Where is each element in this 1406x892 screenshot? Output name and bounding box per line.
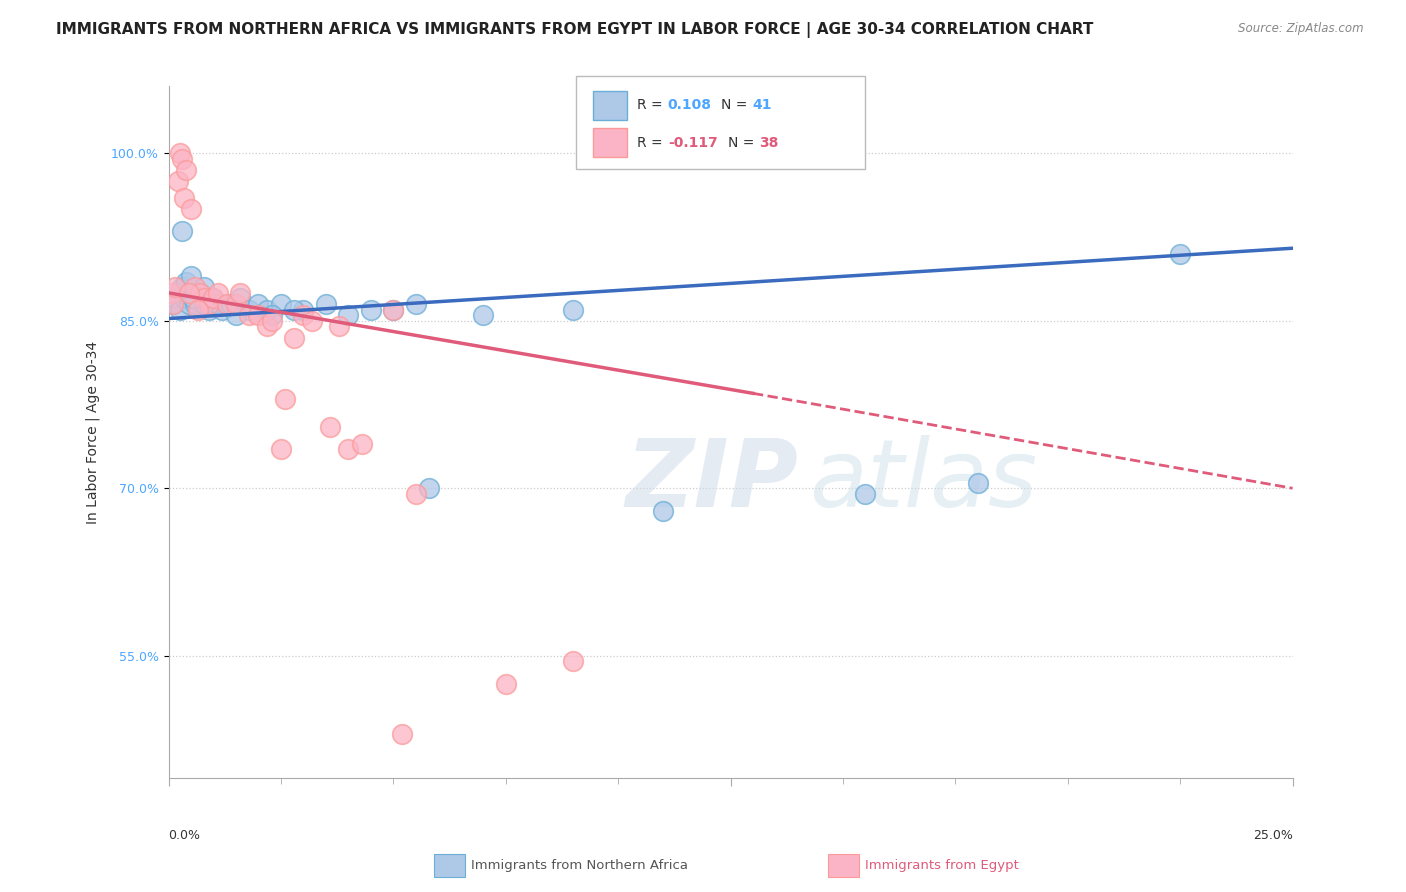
Text: Source: ZipAtlas.com: Source: ZipAtlas.com xyxy=(1239,22,1364,36)
Point xyxy=(283,302,305,317)
Point xyxy=(180,269,202,284)
Text: IMMIGRANTS FROM NORTHERN AFRICA VS IMMIGRANTS FROM EGYPT IN LABOR FORCE | AGE 30: IMMIGRANTS FROM NORTHERN AFRICA VS IMMIG… xyxy=(56,22,1094,38)
Point xyxy=(260,308,283,322)
Point xyxy=(170,280,193,294)
Point xyxy=(238,302,260,317)
Point xyxy=(211,302,233,317)
Text: R =: R = xyxy=(637,98,666,112)
Point xyxy=(169,302,191,317)
Point xyxy=(562,302,585,317)
Point xyxy=(328,319,350,334)
Point xyxy=(225,308,247,322)
Point xyxy=(176,275,198,289)
Text: -0.117: -0.117 xyxy=(668,136,717,150)
Text: Immigrants from Egypt: Immigrants from Egypt xyxy=(865,859,1018,871)
Point xyxy=(176,163,198,178)
Text: R =: R = xyxy=(637,136,666,150)
Point xyxy=(247,308,270,322)
Y-axis label: In Labor Force | Age 30-34: In Labor Force | Age 30-34 xyxy=(86,341,100,524)
Text: N =: N = xyxy=(728,136,759,150)
Point xyxy=(202,292,225,306)
Point xyxy=(170,152,193,166)
Point xyxy=(229,285,252,300)
Point xyxy=(166,285,188,300)
Point xyxy=(1168,247,1191,261)
Point xyxy=(337,308,360,322)
Point xyxy=(229,292,252,306)
Point xyxy=(855,487,877,501)
Point xyxy=(193,297,215,311)
Point xyxy=(173,292,195,306)
Point xyxy=(180,202,202,216)
Point xyxy=(337,442,360,457)
Point xyxy=(966,475,988,490)
Point xyxy=(169,146,191,161)
Point xyxy=(418,481,440,495)
Point xyxy=(166,174,188,188)
Point xyxy=(405,297,427,311)
Point xyxy=(187,302,209,317)
Point xyxy=(170,225,193,239)
Point xyxy=(495,676,517,690)
Point xyxy=(270,442,292,457)
Text: N =: N = xyxy=(721,98,752,112)
Point xyxy=(472,308,495,322)
Text: 0.108: 0.108 xyxy=(668,98,711,112)
Point xyxy=(193,292,215,306)
Point xyxy=(292,302,315,317)
Text: 0.0%: 0.0% xyxy=(169,829,201,842)
Point xyxy=(198,297,221,311)
Point xyxy=(207,285,229,300)
Point xyxy=(391,727,413,741)
Point xyxy=(165,280,187,294)
Point xyxy=(207,297,229,311)
Point xyxy=(181,292,204,306)
Point xyxy=(247,297,270,311)
Point xyxy=(382,302,405,317)
Point xyxy=(184,297,207,311)
Point xyxy=(301,314,323,328)
Point xyxy=(274,392,297,406)
Point xyxy=(292,308,315,322)
Point xyxy=(256,319,278,334)
Point xyxy=(184,280,207,294)
Point xyxy=(283,330,305,344)
Point xyxy=(177,285,200,300)
Point xyxy=(315,297,337,311)
Text: 38: 38 xyxy=(759,136,779,150)
Point xyxy=(360,302,382,317)
Point xyxy=(162,297,184,311)
Point xyxy=(562,654,585,668)
Text: 41: 41 xyxy=(752,98,772,112)
Point xyxy=(260,314,283,328)
Point xyxy=(270,297,292,311)
Point xyxy=(221,297,243,311)
Point xyxy=(405,487,427,501)
Text: 25.0%: 25.0% xyxy=(1253,829,1292,842)
Point xyxy=(173,191,195,205)
Point xyxy=(319,420,342,434)
Point xyxy=(382,302,405,317)
Point xyxy=(162,297,184,311)
Point xyxy=(225,297,247,311)
Point xyxy=(159,285,181,300)
Point xyxy=(165,292,187,306)
Point xyxy=(177,297,200,311)
Point xyxy=(652,503,675,517)
Point xyxy=(238,308,260,322)
Text: atlas: atlas xyxy=(810,435,1038,526)
Text: ZIP: ZIP xyxy=(626,435,799,527)
Point xyxy=(188,285,211,300)
Point xyxy=(188,285,211,300)
Point xyxy=(193,280,215,294)
Point xyxy=(350,436,373,450)
Point xyxy=(198,302,221,317)
Text: Immigrants from Northern Africa: Immigrants from Northern Africa xyxy=(471,859,688,871)
Point xyxy=(202,292,225,306)
Point xyxy=(256,302,278,317)
Point xyxy=(215,297,238,311)
